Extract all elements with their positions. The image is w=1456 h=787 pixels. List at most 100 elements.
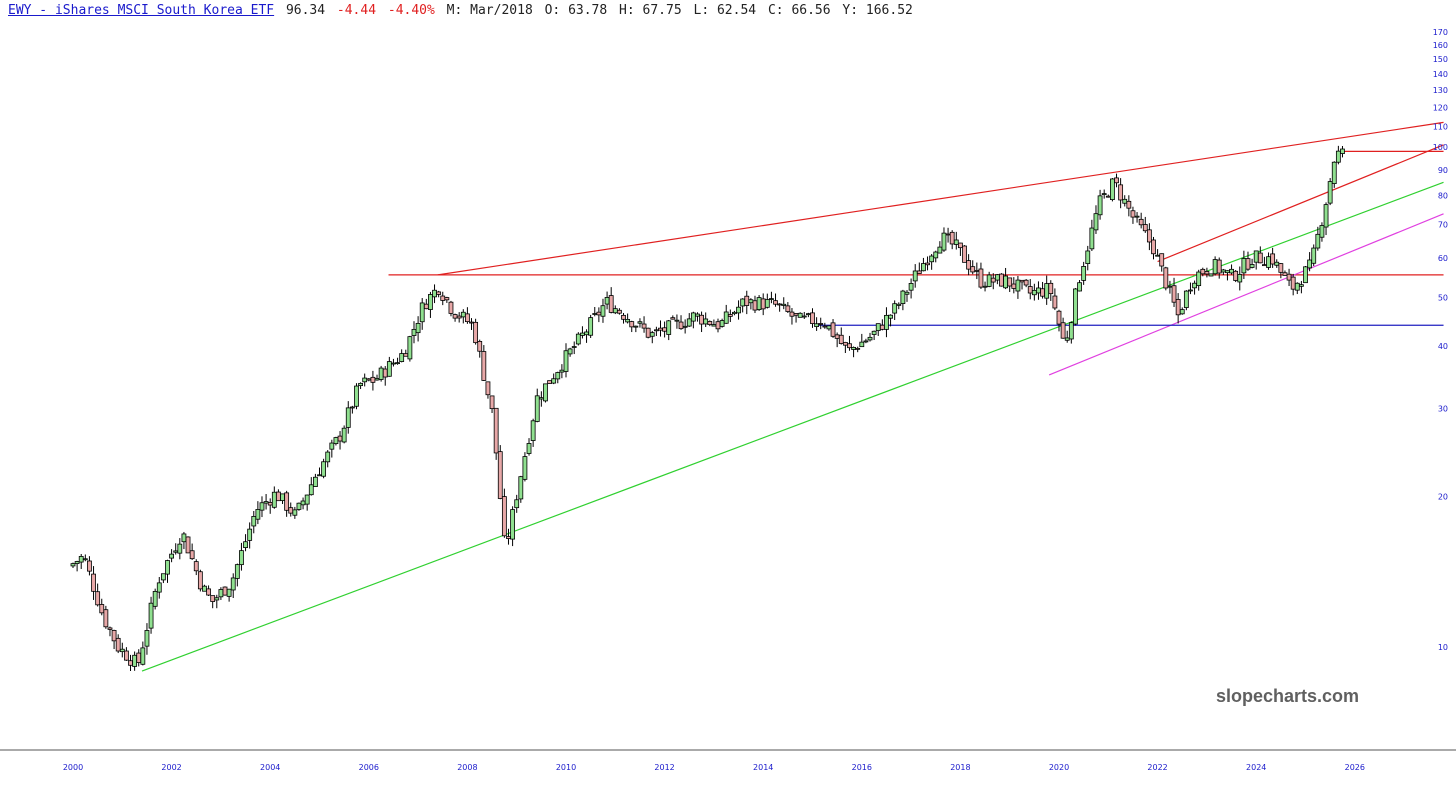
candle[interactable] xyxy=(990,273,996,290)
candle[interactable] xyxy=(978,262,984,290)
candle[interactable] xyxy=(608,287,614,314)
candle[interactable] xyxy=(982,281,988,292)
candle[interactable] xyxy=(321,458,327,479)
candle[interactable] xyxy=(805,312,811,318)
candle[interactable] xyxy=(1303,266,1308,284)
candle[interactable] xyxy=(814,317,820,331)
candle[interactable] xyxy=(460,309,466,324)
candle[interactable] xyxy=(916,262,922,274)
candle[interactable] xyxy=(1122,195,1128,207)
candle[interactable] xyxy=(526,438,532,456)
candle[interactable] xyxy=(333,436,339,446)
candle[interactable] xyxy=(1204,267,1210,278)
candle[interactable] xyxy=(82,554,88,562)
candle[interactable] xyxy=(764,293,770,309)
candle[interactable] xyxy=(473,318,479,345)
candle[interactable] xyxy=(1151,236,1156,260)
candle[interactable] xyxy=(781,297,787,310)
candle[interactable] xyxy=(160,573,166,584)
candle[interactable] xyxy=(732,310,737,316)
candle[interactable] xyxy=(941,227,947,252)
candle[interactable] xyxy=(1146,223,1152,251)
candle[interactable] xyxy=(1220,268,1226,276)
candle[interactable] xyxy=(456,312,462,323)
candle[interactable] xyxy=(218,587,224,600)
candle[interactable] xyxy=(514,494,520,513)
candle[interactable] xyxy=(243,534,248,552)
candle[interactable] xyxy=(428,291,433,318)
candle[interactable] xyxy=(230,573,236,598)
candle[interactable] xyxy=(744,290,750,315)
candle[interactable] xyxy=(736,300,741,320)
candle[interactable] xyxy=(329,439,335,458)
candle[interactable] xyxy=(1270,247,1276,268)
candle[interactable] xyxy=(156,576,162,599)
candle[interactable] xyxy=(859,333,865,348)
candle[interactable] xyxy=(1138,212,1144,229)
candle[interactable] xyxy=(653,326,659,337)
candle[interactable] xyxy=(1052,288,1058,311)
candle[interactable] xyxy=(707,320,713,327)
candle[interactable] xyxy=(838,327,844,345)
candle[interactable] xyxy=(777,303,783,312)
candle[interactable] xyxy=(1286,268,1292,287)
candle[interactable] xyxy=(485,381,491,399)
candle[interactable] xyxy=(875,323,881,336)
candle[interactable] xyxy=(366,378,372,382)
candle[interactable] xyxy=(222,586,228,596)
candle[interactable] xyxy=(99,598,105,616)
trendline-0[interactable] xyxy=(437,121,1444,276)
candle[interactable] xyxy=(1093,205,1099,234)
candle[interactable] xyxy=(797,312,803,318)
candle[interactable] xyxy=(501,488,507,538)
candle[interactable] xyxy=(1208,273,1214,277)
candle[interactable] xyxy=(1192,280,1197,295)
candle[interactable] xyxy=(666,319,672,341)
candle[interactable] xyxy=(682,319,688,334)
candle[interactable] xyxy=(206,585,211,597)
candle[interactable] xyxy=(1126,195,1132,217)
candle[interactable] xyxy=(1216,257,1222,279)
candle[interactable] xyxy=(645,327,651,339)
candle[interactable] xyxy=(349,405,355,414)
candle[interactable] xyxy=(284,490,290,517)
candle[interactable] xyxy=(74,560,80,572)
candle[interactable] xyxy=(674,314,680,329)
candle[interactable] xyxy=(312,473,318,487)
candle[interactable] xyxy=(641,316,647,333)
candle[interactable] xyxy=(900,289,906,311)
candle[interactable] xyxy=(810,308,815,328)
candle[interactable] xyxy=(715,318,721,333)
candle[interactable] xyxy=(1257,246,1263,264)
candle[interactable] xyxy=(1023,279,1029,288)
candle[interactable] xyxy=(374,374,380,381)
candle[interactable] xyxy=(263,494,269,510)
candle[interactable] xyxy=(440,291,446,306)
candle[interactable] xyxy=(580,326,585,339)
candle[interactable] xyxy=(226,588,232,602)
candle[interactable] xyxy=(1101,189,1107,199)
candle[interactable] xyxy=(756,295,762,311)
candle[interactable] xyxy=(247,522,253,549)
candle[interactable] xyxy=(477,339,483,358)
candle[interactable] xyxy=(867,332,873,342)
candle[interactable] xyxy=(826,325,832,331)
candle[interactable] xyxy=(214,594,220,609)
candle[interactable] xyxy=(879,319,885,331)
symbol-title-link[interactable]: EWY - iShares MSCI South Korea ETF xyxy=(8,3,275,18)
candle[interactable] xyxy=(1105,194,1111,198)
candle[interactable] xyxy=(464,307,470,324)
candle[interactable] xyxy=(1081,261,1087,285)
candle[interactable] xyxy=(1311,244,1317,266)
candle[interactable] xyxy=(1262,256,1267,267)
candle[interactable] xyxy=(432,284,437,304)
candle[interactable] xyxy=(469,318,474,330)
candle[interactable] xyxy=(189,543,195,560)
candle[interactable] xyxy=(1110,178,1115,202)
candle[interactable] xyxy=(419,298,425,330)
candle[interactable] xyxy=(267,498,273,514)
candle[interactable] xyxy=(144,623,150,655)
candle[interactable] xyxy=(354,383,359,410)
candle[interactable] xyxy=(1274,259,1280,268)
candle[interactable] xyxy=(658,320,663,337)
